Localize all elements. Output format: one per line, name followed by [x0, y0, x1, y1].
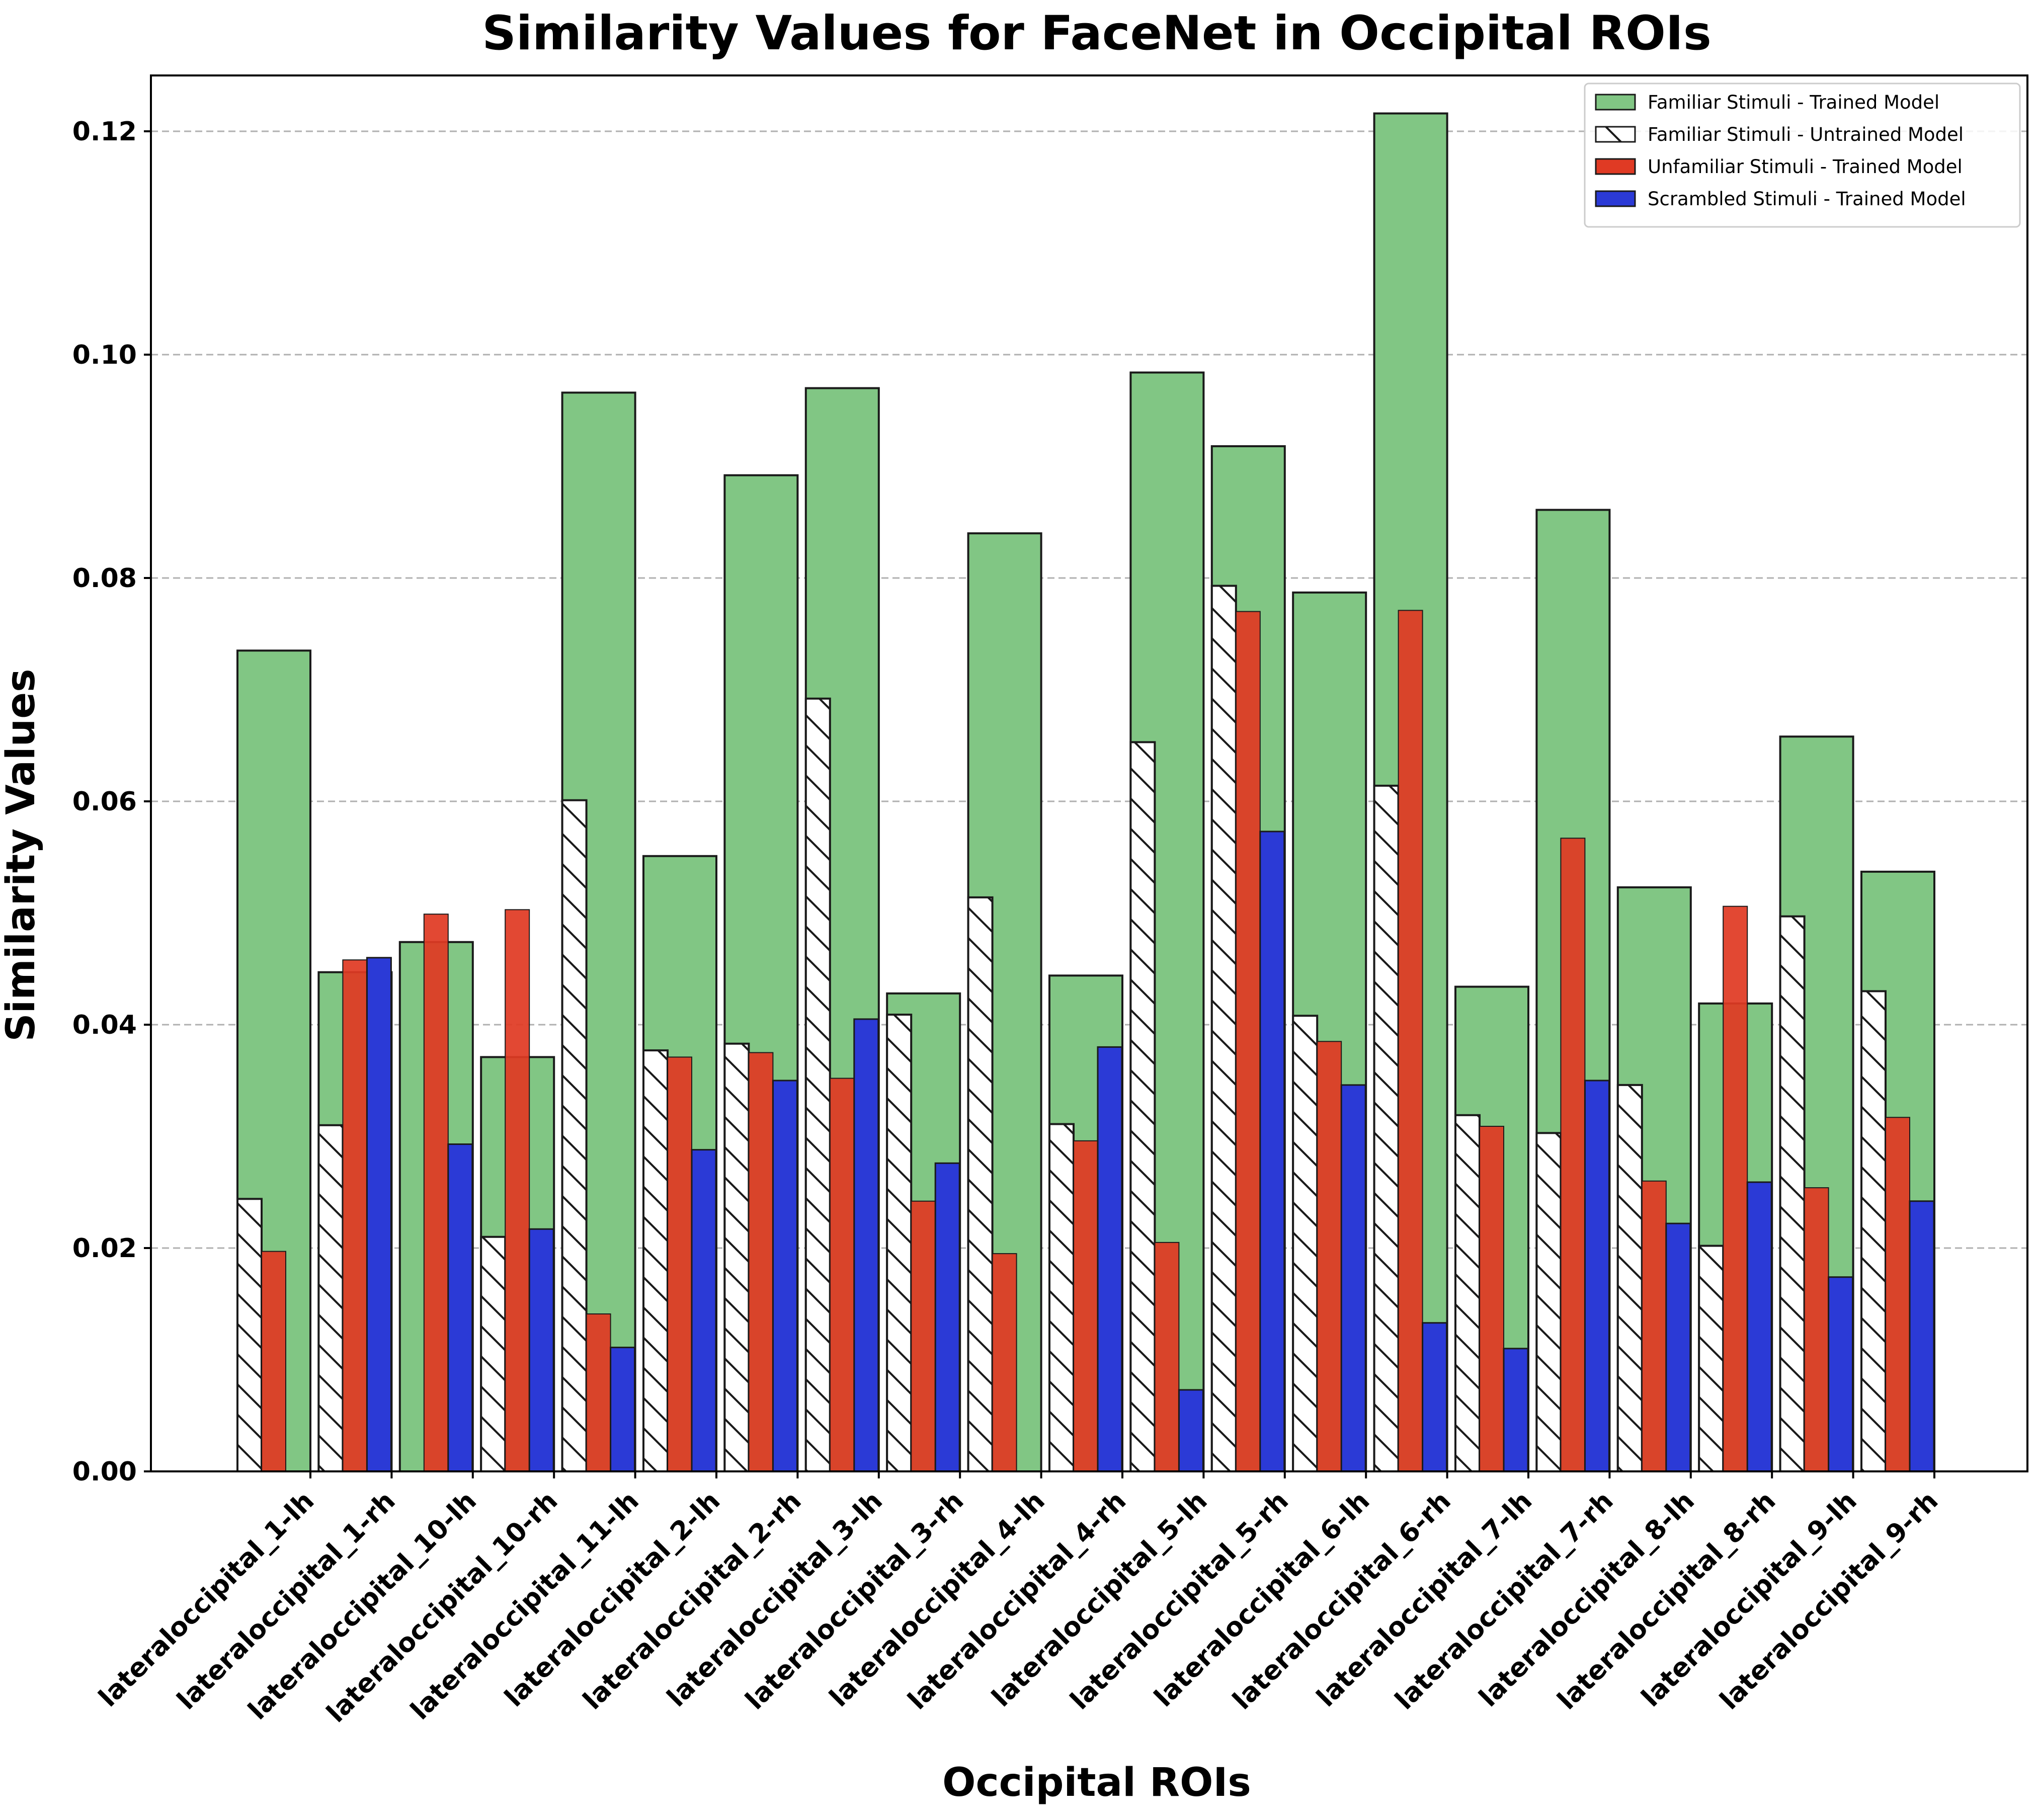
- bar-familiar-untrained: [1779, 915, 1806, 1472]
- legend: Familiar Stimuli - Trained Model Familiar…: [1584, 82, 2021, 228]
- legend-swatch: [1595, 190, 1636, 207]
- bar-unfamiliar-trained: [748, 1052, 774, 1472]
- bar-scrambled-trained: [934, 1162, 960, 1472]
- bar-familiar-untrained: [967, 896, 994, 1472]
- bar-familiar-untrained: [236, 1198, 263, 1473]
- bar-familiar-untrained: [886, 1014, 913, 1472]
- bar-unfamiliar-trained: [1885, 1117, 1910, 1472]
- bar-familiar-untrained: [804, 697, 831, 1472]
- bar-unfamiliar-trained: [1398, 610, 1423, 1472]
- bar-scrambled-trained: [1909, 1200, 1935, 1472]
- bar-scrambled-trained: [1259, 831, 1285, 1472]
- bar-unfamiliar-trained: [586, 1313, 611, 1472]
- bar-familiar-untrained: [1698, 1245, 1725, 1473]
- bar-unfamiliar-trained: [911, 1200, 936, 1472]
- bar-unfamiliar-trained: [992, 1253, 1017, 1472]
- legend-label: Familiar Stimuli - Trained Model: [1648, 92, 1939, 113]
- bar-scrambled-trained: [1340, 1084, 1366, 1472]
- legend-swatch: [1595, 158, 1636, 175]
- bar-scrambled-trained: [447, 1143, 473, 1472]
- bar-scrambled-trained: [772, 1080, 798, 1472]
- bar-familiar-untrained: [1373, 784, 1400, 1472]
- bar-scrambled-trained: [366, 957, 392, 1472]
- bar-familiar-untrained: [1210, 585, 1237, 1472]
- bar-scrambled-trained: [1828, 1276, 1854, 1472]
- y-tick-label: 0.00: [72, 1457, 137, 1487]
- bar-unfamiliar-trained: [1560, 838, 1586, 1472]
- chart-title: Similarity Values for FaceNet in Occipit…: [482, 6, 1711, 61]
- bar-unfamiliar-trained: [505, 909, 530, 1472]
- bar-familiar-untrained: [1048, 1123, 1075, 1473]
- bar-scrambled-trained: [691, 1149, 717, 1472]
- bar-familiar-untrained: [1292, 1015, 1319, 1472]
- bar-unfamiliar-trained: [261, 1251, 286, 1472]
- y-axis-label: Similarity Values: [0, 669, 44, 1041]
- y-tick-labels: 0.00 0.02 0.04 0.06 0.08 0.10 0.12: [72, 117, 151, 1487]
- bar-scrambled-trained: [853, 1018, 879, 1472]
- legend-label: Familiar Stimuli - Untrained Model: [1648, 124, 1964, 145]
- legend-swatch: [1595, 126, 1636, 143]
- bar-familiar-untrained: [317, 1124, 344, 1473]
- y-tick-label: 0.04: [72, 1010, 137, 1040]
- bar-familiar-untrained: [1860, 990, 1887, 1472]
- bar-unfamiliar-trained: [342, 959, 368, 1472]
- legend-label: Scrambled Stimuli - Trained Model: [1648, 188, 1966, 210]
- bar-familiar-untrained: [1129, 741, 1156, 1472]
- bar-unfamiliar-trained: [667, 1056, 692, 1472]
- axes: [150, 74, 2028, 1472]
- bar-unfamiliar-trained: [1073, 1140, 1098, 1472]
- y-tick-label: 0.06: [72, 787, 137, 817]
- bar-familiar-untrained: [480, 1235, 507, 1473]
- bar-scrambled-trained: [1097, 1046, 1123, 1472]
- bar-unfamiliar-trained: [1479, 1126, 1504, 1472]
- bar-scrambled-trained: [1178, 1389, 1204, 1472]
- x-tick-labels: lateraloccipital_1-lhlateraloccipital_1-…: [93, 1471, 1944, 1728]
- plot-frame: [150, 74, 2028, 1472]
- y-tick-label: 0.10: [72, 340, 137, 370]
- bar-familiar-untrained: [1535, 1132, 1562, 1473]
- bar-scrambled-trained: [528, 1228, 554, 1472]
- bar-unfamiliar-trained: [1154, 1242, 1180, 1472]
- y-tick-label: 0.08: [72, 563, 137, 594]
- bar-unfamiliar-trained: [1317, 1041, 1342, 1472]
- bar-unfamiliar-trained: [1723, 905, 1748, 1472]
- legend-box: [1584, 82, 2021, 228]
- y-tick-label: 0.12: [72, 117, 137, 147]
- bar-unfamiliar-trained: [1235, 611, 1261, 1472]
- bar-familiar-untrained: [642, 1049, 669, 1473]
- bar-familiar-untrained: [1454, 1114, 1481, 1473]
- legend-label: Unfamiliar Stimuli - Trained Model: [1648, 156, 1963, 178]
- bar-scrambled-trained: [1422, 1322, 1448, 1472]
- bar-scrambled-trained: [1665, 1222, 1691, 1472]
- bar-unfamiliar-trained: [423, 914, 449, 1472]
- bar-scrambled-trained: [1584, 1080, 1610, 1472]
- bar-scrambled-trained: [1503, 1348, 1529, 1472]
- bar-familiar-untrained: [561, 799, 588, 1472]
- bar-unfamiliar-trained: [829, 1078, 855, 1472]
- bar-scrambled-trained: [1746, 1181, 1772, 1472]
- bar-scrambled-trained: [610, 1347, 636, 1472]
- y-tick-label: 0.02: [72, 1233, 137, 1264]
- bar-familiar-untrained: [723, 1042, 750, 1472]
- legend-swatch: [1595, 94, 1636, 111]
- bar-familiar-untrained: [1616, 1084, 1643, 1472]
- bar-unfamiliar-trained: [1641, 1180, 1667, 1472]
- bar-unfamiliar-trained: [1804, 1187, 1829, 1472]
- x-axis-label: Occipital ROIs: [942, 1760, 1251, 1805]
